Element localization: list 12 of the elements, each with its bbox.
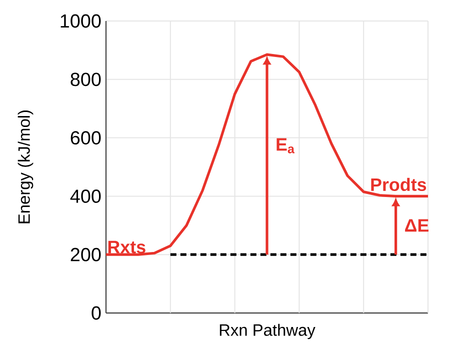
annotation: E$_{a}$ <box>276 138 295 154</box>
y-tick-label: 0 <box>92 306 101 320</box>
y-tick-label: 600 <box>70 131 101 145</box>
y-tick-label: 1000 <box>60 14 101 28</box>
annotation: Rxts <box>108 240 146 254</box>
annotation: Prodts <box>371 178 426 191</box>
y-tick-label: 800 <box>70 72 101 86</box>
annotation: ΔE <box>405 219 428 232</box>
x-axis-title: Rxn Pathway <box>220 324 316 340</box>
y-axis-title: Energy (kJ/mol) <box>18 110 34 224</box>
y-tick-label: 400 <box>70 189 101 203</box>
y-tick-label: 200 <box>70 248 101 262</box>
